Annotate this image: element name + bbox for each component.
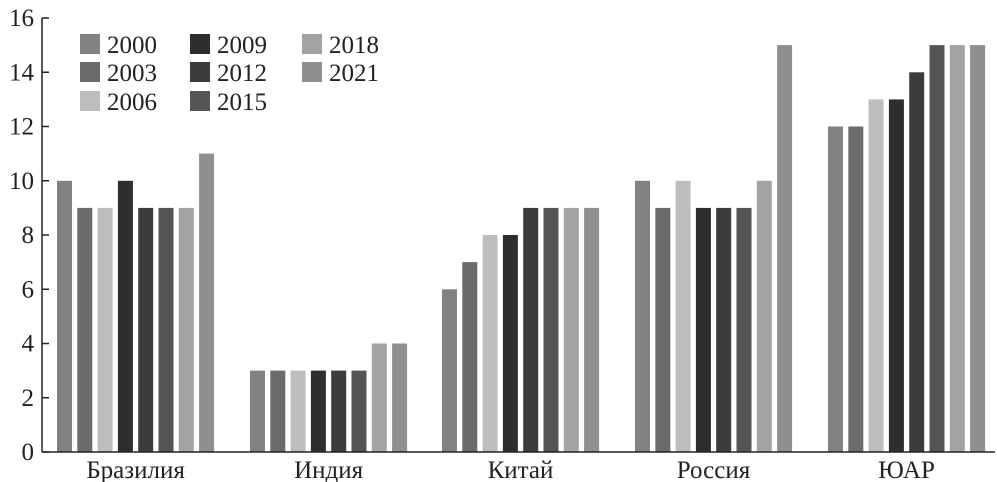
bar	[909, 72, 925, 453]
legend-swatch	[190, 91, 210, 111]
bars-group	[57, 45, 986, 453]
bar	[848, 126, 864, 452]
bar	[635, 180, 650, 453]
y-tick-label: 4	[22, 331, 35, 358]
bar	[888, 99, 904, 453]
bar	[270, 370, 286, 452]
bar	[138, 207, 154, 452]
bar	[563, 207, 579, 452]
legend-swatch	[302, 34, 322, 54]
legend-label: 2012	[217, 60, 267, 87]
legend-item: 2003	[80, 60, 157, 87]
y-axis-ticks: 0 2 4 6 8 10 12 14 16	[9, 5, 49, 466]
bar	[178, 207, 194, 452]
bar	[57, 180, 72, 453]
legend-swatch	[80, 62, 100, 82]
bar	[929, 45, 945, 452]
legend-swatch	[302, 62, 322, 82]
category-label: Бразилия	[86, 457, 185, 482]
category-label: Индия	[294, 457, 364, 482]
bar	[250, 370, 265, 452]
bar	[716, 207, 732, 452]
category-label: ЮАР	[878, 457, 935, 482]
y-tick-label: 12	[9, 114, 34, 141]
y-tick-label: 0	[22, 439, 35, 466]
legend-item: 2009	[190, 32, 267, 59]
legend-item: 2015	[190, 89, 267, 116]
bar	[736, 207, 752, 452]
bar	[392, 343, 408, 452]
y-tick-label: 10	[9, 168, 34, 195]
y-tick-label: 14	[9, 59, 35, 86]
legend-swatch	[80, 34, 100, 54]
legend-item: 2000	[80, 32, 157, 59]
bar	[756, 180, 772, 453]
bar	[584, 207, 600, 452]
legend-label: 2000	[107, 32, 157, 59]
bar	[543, 207, 559, 452]
bar	[77, 207, 93, 452]
y-tick-label: 16	[9, 5, 34, 32]
legend-swatch	[190, 62, 210, 82]
y-tick-label: 6	[22, 276, 35, 303]
category-labels: Бразилия Индия Китай Россия ЮАР	[86, 457, 935, 482]
bar	[949, 45, 965, 452]
bar	[868, 99, 884, 453]
bar	[158, 207, 174, 452]
bar	[675, 180, 691, 453]
category-label: Китай	[488, 457, 554, 482]
bar	[199, 153, 215, 452]
legend-item: 2018	[302, 32, 379, 59]
bar	[462, 262, 478, 452]
legend-item: 2012	[190, 60, 267, 87]
bar	[655, 207, 671, 452]
legend-label: 2003	[107, 60, 157, 87]
legend-label: 2009	[217, 32, 267, 59]
bar	[442, 289, 457, 453]
bar	[482, 235, 498, 452]
bar	[502, 235, 518, 452]
y-tick-label: 8	[22, 222, 35, 249]
legend-item: 2006	[80, 89, 157, 116]
legend-swatch	[190, 34, 210, 54]
bar	[97, 207, 113, 452]
bar	[523, 207, 539, 452]
legend-item: 2021	[302, 60, 379, 87]
legend-label: 2021	[329, 60, 379, 87]
legend-label: 2006	[107, 89, 157, 116]
category-label: Россия	[677, 457, 751, 482]
legend-label: 2015	[217, 89, 267, 116]
bar	[695, 207, 711, 452]
y-tick-label: 2	[22, 385, 35, 412]
bar	[331, 370, 347, 452]
bar	[310, 370, 326, 452]
bar	[970, 45, 986, 452]
bar	[351, 370, 367, 452]
bar	[117, 180, 133, 453]
bar	[828, 126, 843, 452]
bar	[777, 45, 793, 452]
bar	[371, 343, 387, 452]
legend-swatch	[80, 91, 100, 111]
legend-label: 2018	[329, 32, 379, 59]
bar	[290, 370, 306, 452]
